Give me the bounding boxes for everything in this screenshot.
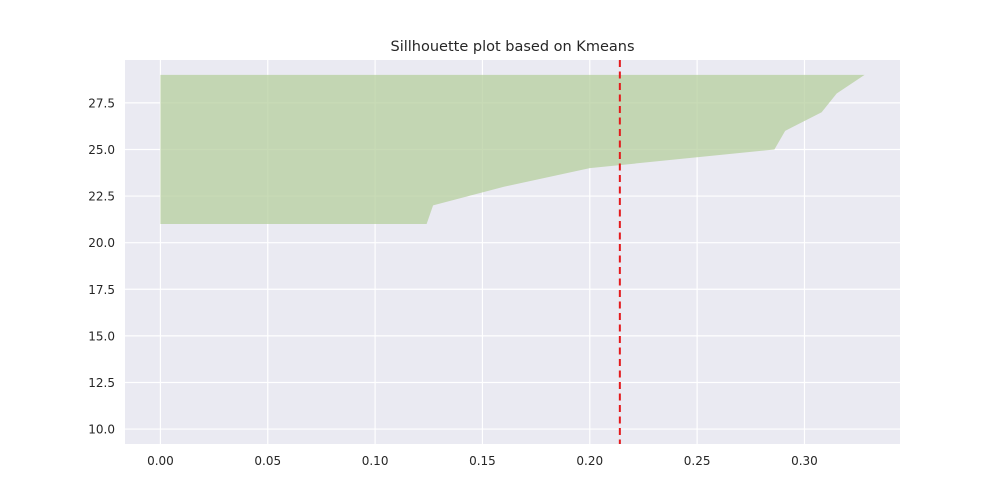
x-tick-label: 0.25 — [684, 454, 711, 468]
y-tick-label: 20.0 — [88, 236, 115, 250]
x-tick-label: 0.00 — [147, 454, 174, 468]
x-tick-label: 0.05 — [254, 454, 281, 468]
y-axis-ticks: 10.0 12.5 15.0 17.5 20.0 22.5 25.0 27.5 — [88, 96, 115, 436]
y-tick-label: 27.5 — [88, 96, 115, 110]
x-tick-label: 0.15 — [469, 454, 496, 468]
y-tick-label: 22.5 — [88, 190, 115, 204]
y-tick-label: 10.0 — [88, 423, 115, 437]
x-tick-label: 0.20 — [576, 454, 603, 468]
chart-title: Sillhouette plot based on Kmeans — [391, 39, 635, 55]
y-tick-label: 25.0 — [88, 143, 115, 157]
y-tick-label: 15.0 — [88, 329, 115, 343]
series-layer — [160, 74, 865, 225]
x-tick-label: 0.30 — [791, 454, 818, 468]
y-tick-label: 17.5 — [88, 283, 115, 297]
silhouette-area — [160, 74, 865, 225]
y-tick-label: 12.5 — [88, 376, 115, 390]
x-tick-label: 0.10 — [362, 454, 389, 468]
x-axis-ticks: 0.00 0.05 0.10 0.15 0.20 0.25 0.30 — [147, 454, 818, 468]
